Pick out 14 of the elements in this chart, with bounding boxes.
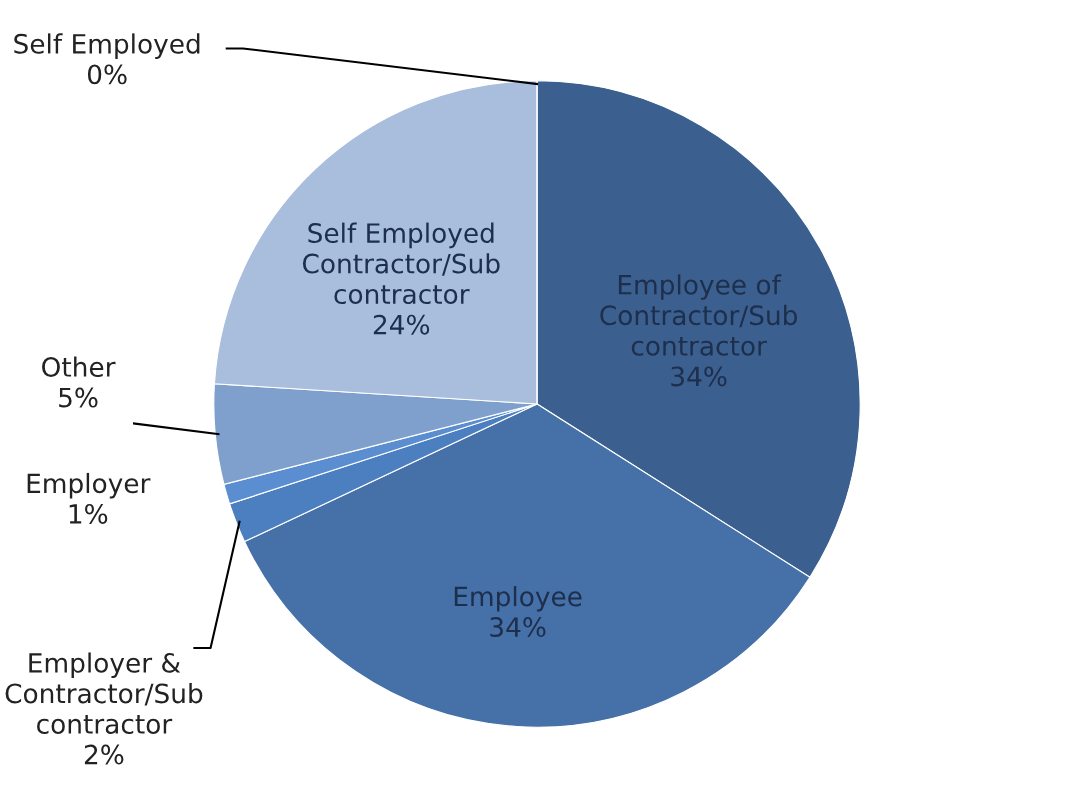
data-label: 34%: [671, 366, 727, 387]
slice-label: Employee of Contractor/Sub contractor: [600, 274, 797, 356]
data-label: 34%: [490, 617, 546, 638]
slice-label: Other: [42, 356, 116, 377]
data-label: 2%: [84, 744, 124, 765]
slice-label: Self Employed Contractor/Sub contractor: [302, 222, 500, 305]
slice-label: Employee: [454, 586, 582, 612]
data-label: 24%: [373, 314, 430, 335]
category-label: Self Employed: [14, 33, 200, 59]
text: 0%: [87, 64, 127, 85]
slice-label: Employer: [27, 472, 151, 499]
slice-label: Employer & Contractor/Sub contractor: [5, 652, 203, 734]
data-label: 1%: [69, 503, 108, 524]
data-label: 5%: [59, 387, 98, 408]
